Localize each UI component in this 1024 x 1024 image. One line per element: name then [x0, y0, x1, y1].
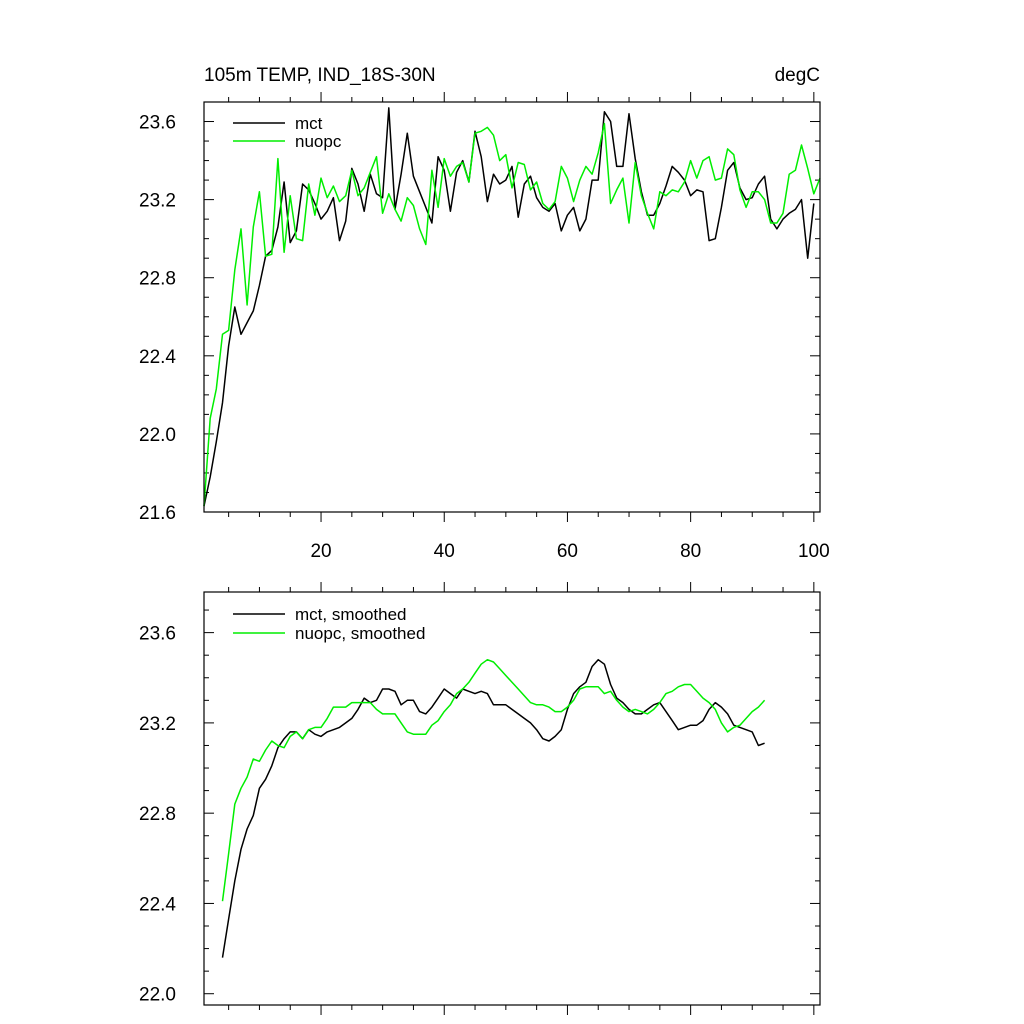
y-tick-label: 23.6 [139, 624, 176, 645]
y-tick-label: 22.8 [139, 804, 176, 825]
legend-label-nuopc: nuopc [295, 132, 342, 151]
series-line-nuopc-smoothed [221, 658, 766, 902]
series-line-mct-smoothed [221, 658, 765, 958]
y-tick-label: 22.0 [139, 425, 176, 446]
x-tick-label: 100 [798, 541, 830, 562]
y-tick-label: 22.0 [139, 985, 176, 1006]
legend-label-mct: mct [295, 114, 323, 133]
top-legend: mct nuopc [233, 114, 342, 151]
bottom-panel-frame [203, 591, 821, 1006]
top-panel-frame [203, 101, 821, 513]
series-line-nuopc [203, 122, 821, 507]
top-panel-ticks: 20 40 60 80 100 21.6 22.0 22.4 22.8 23.2 23.6 [139, 92, 830, 562]
x-tick-label: 20 [310, 541, 331, 562]
y-tick-label: 22.4 [139, 347, 176, 368]
x-tick-label: 80 [680, 541, 701, 562]
y-tick-label: 22.4 [139, 894, 176, 915]
y-tick-label: 23.2 [139, 191, 176, 212]
legend-label-nuopc-smoothed: nuopc, smoothed [295, 624, 425, 643]
y-tick-label: 23.2 [139, 714, 176, 735]
bottom-panel-ticks: 22.0 22.4 22.8 23.2 23.6 [139, 582, 820, 1015]
units-label: degC [775, 65, 820, 86]
bottom-panel-lines [221, 658, 766, 958]
chart-title: 105m TEMP, IND_18S-30N [204, 65, 436, 86]
bottom-panel: 22.0 22.4 22.8 23.2 23.6 mct, smoothed nuopc… [139, 582, 821, 1015]
legend-label-mct-smoothed: mct, smoothed [295, 605, 407, 624]
x-tick-label: 40 [434, 541, 455, 562]
x-tick-label: 60 [557, 541, 578, 562]
y-tick-label: 21.6 [139, 503, 176, 524]
y-tick-label: 23.6 [139, 113, 176, 134]
bottom-legend: mct, smoothed nuopc, smoothed [233, 605, 425, 643]
top-panel-lines [203, 107, 821, 507]
top-panel: 105m TEMP, IND_18S-30N degC 20 40 60 80 1002… [139, 65, 830, 562]
y-tick-label: 22.8 [139, 269, 176, 290]
